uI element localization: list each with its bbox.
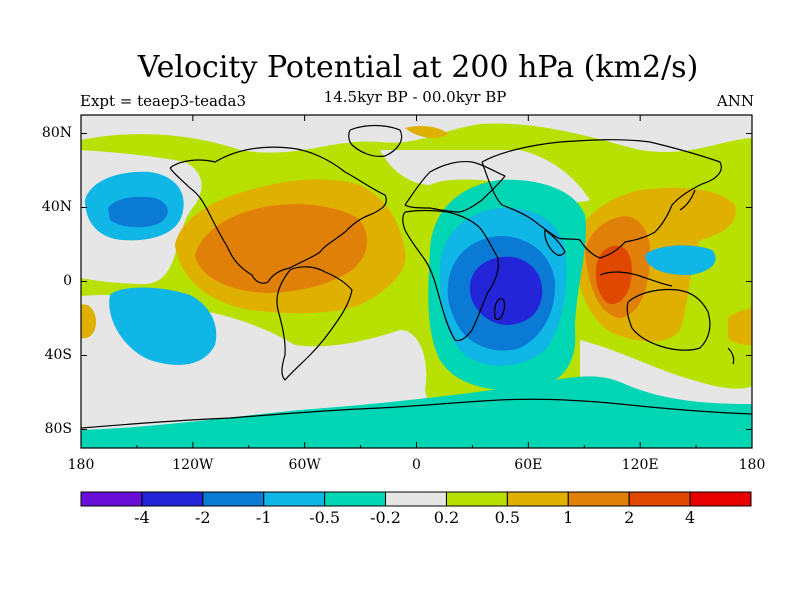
coast-japan (679, 189, 696, 211)
colorbar-swatch (445, 491, 508, 507)
colorbar-level-label: -0.5 (309, 508, 341, 527)
plot-subtitle: 14.5kyr BP - 00.0kyr BP (323, 88, 507, 106)
coast-antarctica (81, 398, 752, 429)
colorbar-level-label: 1 (563, 508, 574, 527)
coast-greenland (348, 124, 403, 157)
x-tick-label: 0 (412, 457, 421, 473)
coast-new-zealand (727, 347, 735, 365)
coast-south-america (276, 266, 353, 381)
colorbar-swatch (689, 491, 752, 507)
x-tick-label: 180 (67, 457, 95, 473)
colorbar-swatch (141, 491, 204, 507)
north-pacific-blue (108, 196, 168, 228)
colorbar-level-label: -2 (195, 508, 211, 527)
south-pacific-cyan (109, 287, 217, 365)
experiment-label: Expt = teaep3-teada3 (80, 92, 247, 110)
southern-cyan-band (81, 376, 752, 448)
x-tick-label: 180 (738, 457, 766, 473)
colorbar-swatch (385, 491, 447, 507)
eastpac-orange (728, 308, 752, 346)
x-tick-label: 120W (172, 457, 214, 473)
colorbar-swatch (202, 491, 265, 507)
colorbar (80, 491, 752, 507)
colorbar-level-label: 0.2 (433, 508, 460, 527)
y-tick-label: 80N (41, 124, 72, 141)
coast-africa (402, 209, 500, 342)
colorbar-level-label: -0.2 (370, 508, 401, 527)
coast-asia (481, 139, 722, 259)
colorbar-level-label: 0.5 (494, 508, 521, 527)
coast-india (544, 229, 566, 256)
maritime-red (595, 245, 632, 305)
colorbar-level-label: -1 (255, 508, 272, 527)
central-america-darkorange (195, 204, 368, 293)
axis-ticks (80, 115, 753, 448)
coast-indonesia (599, 271, 673, 287)
coast-australia (626, 288, 711, 351)
westedge-orange (81, 304, 96, 339)
y-tick-label: 80S (44, 420, 72, 437)
coast-madagascar (494, 297, 506, 321)
coast-north-america (169, 146, 387, 284)
indian-darkblue-minimum (469, 256, 543, 325)
westpac-cyan (645, 245, 716, 276)
colorbar-swatch (324, 491, 387, 507)
y-tick-label: 40N (41, 198, 72, 215)
colorbar-swatch (263, 491, 326, 507)
greenland-orange (405, 126, 448, 138)
colorbar-swatch (80, 491, 143, 507)
colorbar-swatch (628, 491, 691, 507)
colorbar-swatch (506, 491, 569, 507)
y-tick-label: 0 (63, 272, 72, 289)
x-tick-label: 60E (514, 457, 543, 473)
contour-fields (81, 115, 752, 448)
colorbar-level-label: -4 (134, 508, 150, 527)
y-tick-label: 40S (44, 346, 72, 363)
season-label: ANN (716, 92, 754, 110)
plot-title: Velocity Potential at 200 hPa (km2/s) (137, 50, 699, 85)
coastlines (81, 124, 752, 429)
coast-europe (404, 160, 506, 213)
colorbar-level-label: 2 (624, 508, 635, 527)
x-tick-label: 60W (288, 457, 321, 473)
x-tick-label: 120E (621, 457, 659, 473)
colorbar-swatch (567, 491, 630, 507)
colorbar-level-label: 4 (684, 508, 696, 527)
